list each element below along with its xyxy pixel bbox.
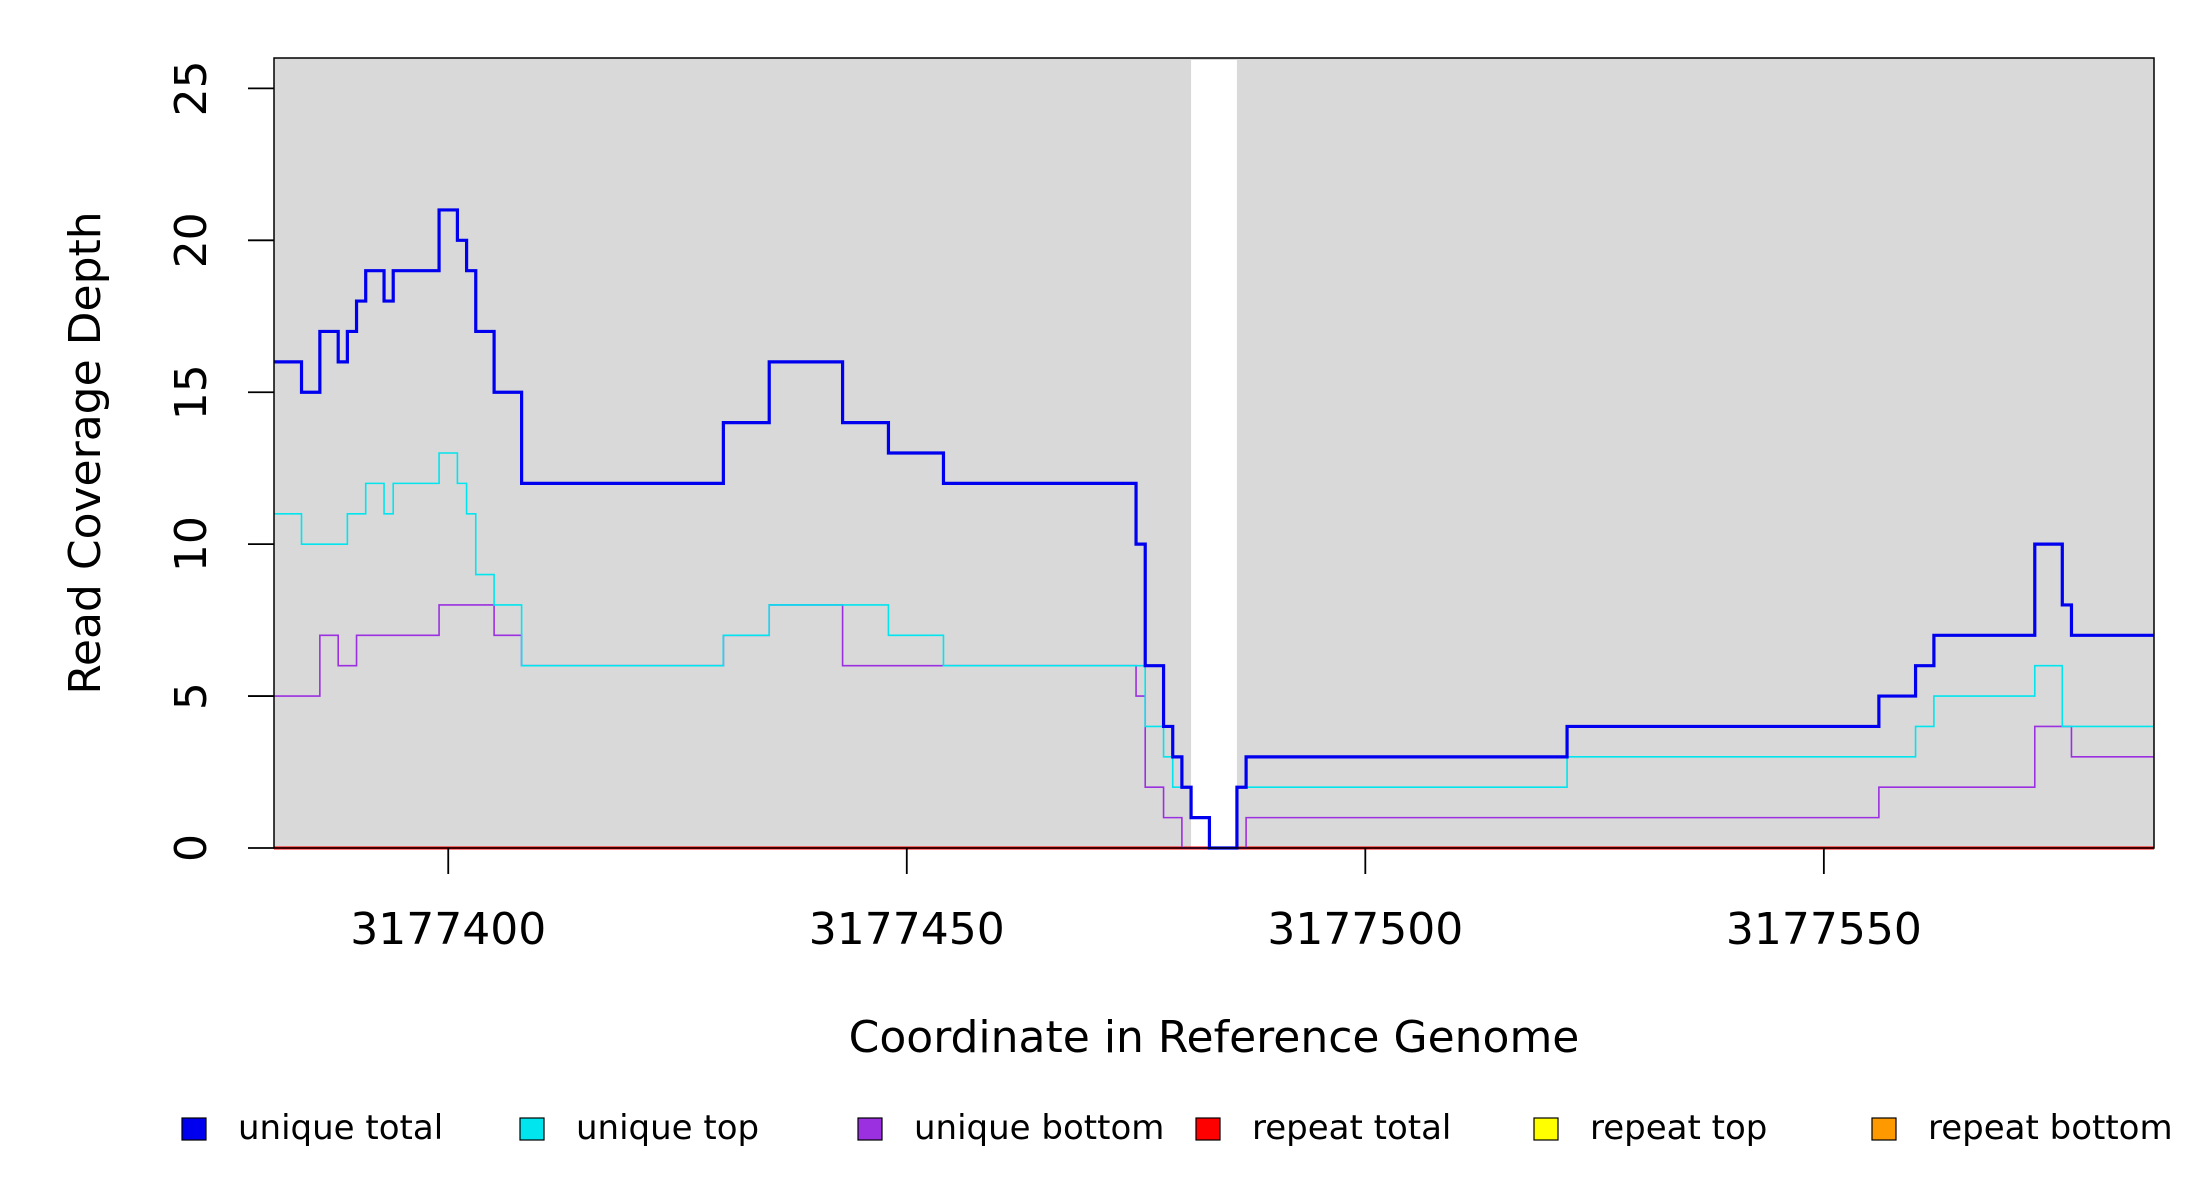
plot-frame-layer — [273, 57, 2155, 849]
legend-swatch — [857, 1117, 883, 1141]
plot-frame — [273, 57, 2155, 849]
legend-label: unique total — [238, 1108, 443, 1148]
x-tick-label: 3177500 — [1267, 904, 1463, 955]
legend-label: unique top — [576, 1108, 759, 1148]
x-tick-label: 3177550 — [1726, 904, 1922, 955]
x-axis-label: Coordinate in Reference Genome — [849, 1012, 1580, 1063]
legend: unique total unique top unique bottom repea… — [181, 1108, 2173, 1148]
x-tick-label: 3177450 — [809, 904, 1005, 955]
series-line-unique-bottom — [274, 604, 2154, 849]
legend-label: repeat bottom — [1928, 1108, 2173, 1148]
legend-swatch — [519, 1117, 545, 1141]
legend-label: repeat top — [1590, 1108, 1767, 1148]
y-tick-label: 5 — [166, 682, 217, 710]
legend-item: unique top — [519, 1108, 759, 1148]
legend-swatch — [1533, 1117, 1559, 1141]
y-tick-label: 20 — [166, 212, 217, 268]
legend-swatch — [1871, 1117, 1897, 1141]
legend-swatch — [181, 1117, 207, 1141]
series-line-unique-total — [274, 208, 2154, 850]
legend-item: unique total — [181, 1108, 443, 1148]
plot-background-layer — [274, 58, 2154, 848]
legend-item: repeat top — [1533, 1108, 1767, 1148]
legend-swatch — [1195, 1117, 1221, 1141]
gap-region — [1191, 60, 1237, 848]
legend-item: repeat total — [1195, 1108, 1451, 1148]
legend-item: unique bottom — [857, 1108, 1164, 1148]
y-axis-label: Read Coverage Depth — [60, 211, 111, 694]
y-tick-label: 25 — [166, 60, 217, 116]
y-tick-label: 15 — [166, 364, 217, 420]
x-tick-label: 3177400 — [350, 904, 546, 955]
axis-layer: 0 5 10 15 20 25 3177400 3177450 3177500 3177550 — [166, 60, 1922, 955]
legend-label: unique bottom — [914, 1108, 1164, 1148]
y-tick-label: 0 — [166, 834, 217, 862]
legend-item: repeat bottom — [1871, 1108, 2173, 1148]
y-tick-label: 10 — [166, 516, 217, 572]
legend-label: repeat total — [1252, 1108, 1451, 1148]
